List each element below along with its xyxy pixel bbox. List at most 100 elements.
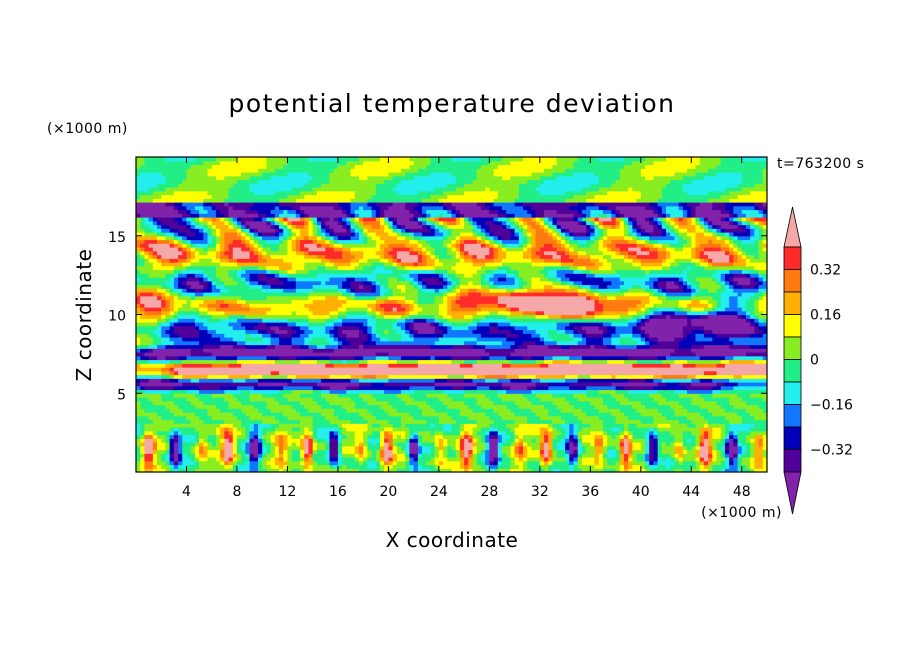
field-cell	[405, 172, 432, 177]
field-cell	[161, 340, 175, 346]
field-cell	[699, 457, 705, 462]
field-cell	[720, 460, 726, 466]
field-cell	[674, 348, 692, 353]
field-cell	[758, 307, 767, 312]
field-cell	[363, 460, 368, 466]
field-cell	[548, 438, 554, 443]
field-cell	[581, 355, 629, 361]
field-cell	[729, 453, 734, 458]
field-cell	[157, 355, 167, 361]
field-cell	[619, 224, 625, 229]
field-cell	[279, 468, 284, 472]
field-cell	[346, 408, 368, 413]
field-cell	[173, 412, 196, 417]
field-cell	[291, 457, 301, 462]
field-cell	[413, 430, 419, 436]
field-cell	[737, 442, 743, 447]
field-cell	[270, 464, 280, 469]
field-cell	[497, 468, 511, 472]
field-cell	[531, 258, 545, 263]
field-cell	[497, 457, 503, 462]
field-cell	[417, 295, 436, 301]
field-cell	[661, 228, 667, 233]
field-cell	[283, 280, 297, 286]
field-cell	[358, 175, 368, 181]
field-cell	[666, 157, 701, 162]
field-cell	[384, 254, 394, 259]
field-cell	[678, 400, 692, 406]
field-cell	[354, 400, 368, 406]
field-cell	[249, 423, 255, 428]
field-cell	[544, 404, 558, 409]
field-cell	[577, 254, 591, 259]
field-cell	[215, 442, 221, 447]
field-cell	[720, 468, 726, 472]
field-cell	[716, 269, 730, 274]
field-cell	[548, 363, 633, 368]
field-cell	[325, 344, 339, 349]
field-cell	[321, 280, 326, 286]
field-cell	[308, 344, 318, 349]
field-cell	[215, 232, 221, 237]
field-cell	[489, 464, 499, 469]
field-cell	[506, 314, 537, 319]
y-tick-label: 15	[108, 230, 126, 246]
field-cell	[594, 224, 600, 229]
field-cell	[569, 247, 575, 252]
field-cell	[464, 445, 474, 451]
field-cell	[590, 284, 600, 289]
field-cell	[358, 363, 368, 368]
field-cell	[560, 258, 575, 263]
field-cell	[207, 168, 259, 173]
field-cell	[645, 442, 650, 447]
field-cell	[178, 404, 196, 409]
field-cell	[611, 262, 633, 267]
field-cell	[304, 453, 310, 458]
field-cell	[140, 442, 146, 447]
field-cell	[649, 292, 655, 297]
field-cell	[287, 247, 293, 252]
field-cell	[443, 434, 461, 439]
field-cell	[245, 220, 267, 226]
field-cell	[754, 314, 760, 319]
field-cell	[392, 292, 419, 297]
field-cell	[607, 190, 642, 196]
field-cell	[211, 194, 230, 199]
field-cell	[186, 220, 192, 226]
field-cell	[279, 213, 297, 218]
field-cell	[741, 209, 760, 214]
field-cell	[544, 273, 549, 278]
field-cell	[300, 228, 310, 233]
field-cell	[270, 370, 280, 376]
field-cell	[602, 445, 608, 451]
field-cell	[136, 404, 141, 409]
field-cell	[497, 393, 524, 398]
field-cell	[283, 228, 289, 233]
field-cell	[358, 393, 373, 398]
field-cell	[758, 269, 767, 274]
field-cell	[417, 168, 478, 173]
field-cell	[661, 288, 667, 293]
field-cell	[266, 438, 272, 443]
field-cell	[367, 453, 373, 458]
field-cell	[590, 258, 600, 263]
field-cell	[556, 209, 579, 214]
field-cell	[300, 190, 318, 196]
field-cell	[464, 400, 478, 406]
field-cell	[316, 400, 331, 406]
field-cell	[649, 310, 655, 316]
field-cell	[253, 232, 259, 237]
field-cell	[661, 445, 676, 451]
field-cell	[283, 438, 289, 443]
field-cell	[220, 445, 225, 451]
field-cell	[657, 423, 671, 428]
field-cell	[687, 265, 692, 271]
field-cell	[346, 288, 352, 293]
field-cell	[720, 247, 730, 252]
field-cell	[224, 457, 230, 462]
field-cell	[224, 442, 234, 447]
field-cell	[754, 423, 767, 428]
field-cell	[236, 397, 251, 402]
field-cell	[157, 295, 162, 301]
field-cell	[417, 217, 423, 222]
